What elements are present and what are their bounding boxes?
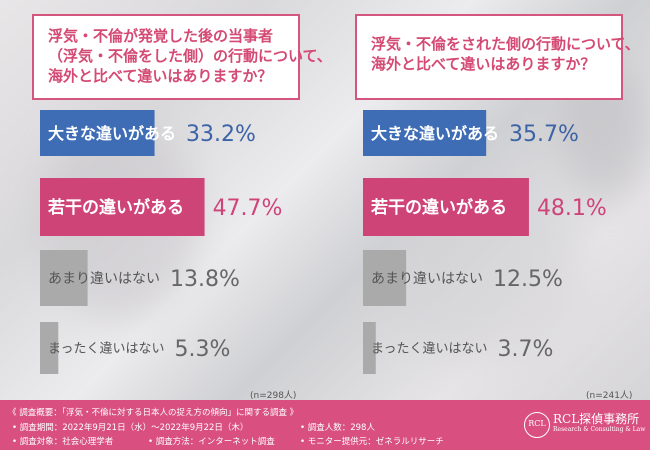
footer-period: • 調査期間：2022年9月21日（水）～2022年9月22日（木） [12, 423, 249, 433]
logo-name: RCL探偵事務所 [553, 412, 640, 426]
question-left-line1: 浮気・不倫が発覚した後の当事者 [48, 27, 274, 45]
left-value-label-4: 5.3% [174, 337, 230, 362]
chart-left: 大きな違いがある 33.2% 若干の違いがある 47.7% あまり違いはない 13.8% ま… [32, 100, 332, 390]
footer-target: • 調査対象：社会心理学者 [12, 437, 114, 447]
right-category-label-1: 大きな違いがある [371, 124, 499, 143]
left-value-label-3: 13.8% [170, 267, 240, 292]
right-bar-4 [363, 322, 376, 374]
logo-emblem: RCL [524, 412, 550, 438]
chart-left-svg: 大きな違いがある 33.2% 若干の違いがある 47.7% あまり違いはない 13.8% ま… [40, 110, 283, 374]
right-category-label-2: 若干の違いがある [370, 197, 507, 218]
right-bar-2 [363, 178, 529, 236]
footer-title: 《 調査概要：「浮気・不倫に対する日本人の捉え方の傾向」に関する調査 》 [8, 408, 299, 418]
right-value-label-4: 3.7% [497, 337, 553, 362]
footer-provider: • モニター提供元：ゼネラルリサーチ [300, 437, 444, 447]
left-category-label-3: あまり違いはない [48, 271, 160, 287]
question-left-line3: 海外と比べて違いはありますか？ [48, 67, 273, 85]
left-value-label-2: 47.7% [213, 196, 283, 221]
left-bar-3 [40, 250, 88, 306]
question-right-line1: 浮気・不倫をされた側の行動について、 [371, 35, 640, 53]
chart-right: 大きな違いがある 35.7% 若干の違いがある 48.1% あまり違いはない 12.5% ま… [355, 100, 650, 390]
right-value-label-3: 12.5% [493, 267, 563, 292]
logo-mark-text: RCL [528, 419, 546, 428]
left-bar-2 [40, 178, 205, 236]
right-bar-3 [363, 250, 407, 306]
question-right: 浮気・不倫をされた側の行動について、 海外と比べて違いはありますか？ [355, 14, 640, 100]
right-bar-1 [363, 110, 487, 156]
right-category-label-3: あまり違いはない [371, 271, 483, 287]
question-left-line2: （浮気・不倫をした側）の行動について、 [48, 47, 332, 65]
footer-people: • 調査人数：298人 [300, 423, 375, 433]
left-category-label-4: まったく違いはない [48, 342, 164, 357]
logo-subtitle: Research & Consulting & Law [553, 426, 646, 433]
right-category-label-4: まったく違いはない [371, 342, 487, 357]
left-bar-1 [40, 110, 155, 156]
left-value-label-1: 33.2% [186, 122, 256, 147]
left-category-label-1: 大きな違いがある [48, 124, 176, 143]
question-right-line2: 海外と比べて違いはありますか？ [371, 55, 596, 73]
sample-size-left: (n=298人) [250, 391, 297, 401]
question-left: 浮気・不倫が発覚した後の当事者 （浮気・不倫をした側）の行動について、 海外と比… [32, 14, 332, 100]
right-value-label-2: 48.1% [537, 196, 607, 221]
left-category-label-2: 若干の違いがある [47, 197, 184, 218]
right-value-label-1: 35.7% [509, 122, 579, 147]
left-bar-4 [40, 322, 59, 374]
chart-right-svg: 大きな違いがある 35.7% 若干の違いがある 48.1% あまり違いはない 12.5% ま… [363, 110, 607, 374]
footer-method: • 調査方法：インターネット調査 [148, 437, 275, 447]
sample-size-right: (n=241人) [586, 391, 633, 401]
